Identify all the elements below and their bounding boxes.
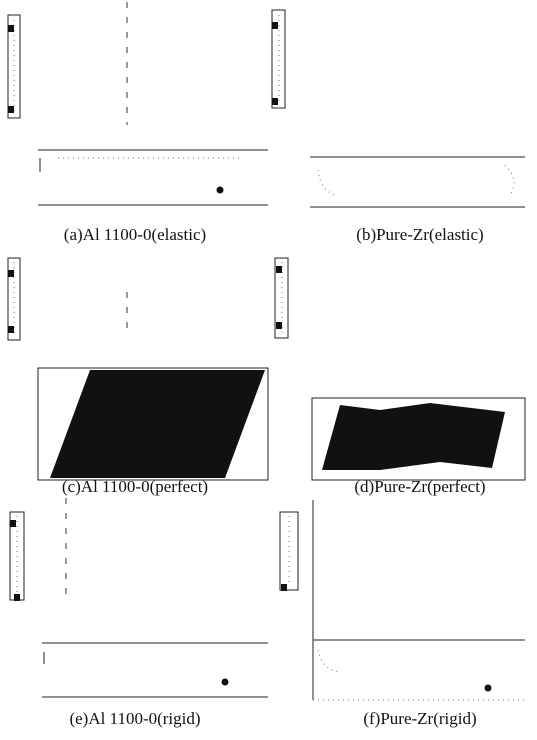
panel-e: (e)Al 1100-0(rigid)	[10, 498, 268, 728]
panel-c: (c)Al 1100-0(perfect)	[8, 258, 268, 496]
marker	[14, 594, 20, 601]
particle	[485, 685, 492, 692]
caption: (f)Pure-Zr(rigid)	[363, 709, 476, 728]
panel-d: (d)Pure-Zr(perfect)	[275, 258, 525, 496]
panel-b: (b)Pure-Zr(elastic)	[272, 10, 525, 244]
caption: (e)Al 1100-0(rigid)	[69, 709, 200, 728]
particle	[217, 187, 224, 194]
marker	[272, 22, 278, 29]
curve	[318, 170, 335, 195]
marker	[10, 520, 16, 527]
caption: (c)Al 1100-0(perfect)	[62, 477, 208, 496]
caption: (a)Al 1100-0(elastic)	[64, 225, 206, 244]
marker	[272, 98, 278, 105]
particle	[222, 679, 229, 686]
curve	[318, 650, 340, 672]
marker	[8, 106, 14, 113]
deformed-region	[322, 403, 505, 470]
marker	[276, 266, 282, 273]
marker	[281, 584, 287, 591]
marker	[276, 322, 282, 329]
marker	[8, 326, 14, 333]
figure: (a)Al 1100-0(elastic) (b)Pure-Zr(elastic…	[0, 0, 537, 740]
caption: (d)Pure-Zr(perfect)	[354, 477, 485, 496]
marker	[8, 25, 14, 32]
panel-f: (f)Pure-Zr(rigid)	[280, 500, 525, 728]
marker	[8, 270, 14, 277]
panel-a: (a)Al 1100-0(elastic)	[8, 2, 268, 244]
deformed-region	[50, 370, 265, 478]
caption: (b)Pure-Zr(elastic)	[356, 225, 483, 244]
curve	[505, 165, 514, 195]
